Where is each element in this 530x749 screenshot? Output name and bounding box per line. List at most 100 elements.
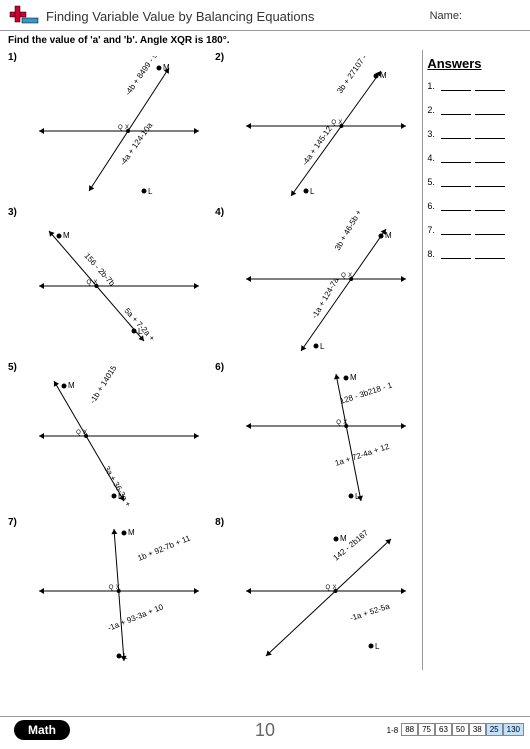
expression-b: 3b + 27107 - <box>335 56 368 95</box>
answer-number: 2. <box>427 105 437 115</box>
problem-number: 3) <box>8 207 17 218</box>
answer-row-1: 1. <box>427 81 526 91</box>
problem-number: 8) <box>215 517 224 528</box>
point-q-label: Q <box>341 273 346 279</box>
point-m-label: M <box>163 63 170 72</box>
expression-b: 142 - 2b167 <box>332 528 371 563</box>
problem-number: 1) <box>8 52 17 63</box>
angle-diagram: Q X M L -4b + 8499 - 9 -4a + 124-10a <box>24 56 209 204</box>
answer-blank-b <box>475 249 505 259</box>
score-cell: 38 <box>469 723 486 736</box>
angle-diagram: Q X M L 1b + 92-7b + 11 -1a + 93-3a + 10 <box>24 521 209 669</box>
answer-row-3: 3. <box>427 129 526 139</box>
point-l-label: L <box>148 187 153 196</box>
answer-blank-a <box>441 105 471 115</box>
problem-number: 5) <box>8 362 17 373</box>
angle-diagram: Q X M L 156 - 2b-7b 5a + 7-2a + <box>24 211 209 359</box>
math-badge: Math <box>14 720 70 740</box>
score-strip: 1-8 887563503825130 <box>384 725 524 736</box>
point-x-label: X <box>343 420 347 426</box>
point-q-label: Q <box>87 280 92 286</box>
answer-row-8: 8. <box>427 249 526 259</box>
problem-6: 6) Q X M L 128 - 3b218 - 1 1a + 72-4a + … <box>211 360 418 515</box>
point-q-label: Q <box>76 430 81 436</box>
problems-area: 1) Q X M L -4b + 8499 - 9 -4a + 124-10a … <box>0 50 423 670</box>
answer-row-2: 2. <box>427 105 526 115</box>
answer-blank-a <box>441 177 471 187</box>
answer-blank-b <box>475 153 505 163</box>
answer-blank-b <box>475 177 505 187</box>
point-x-label: X <box>348 273 352 279</box>
answer-number: 6. <box>427 201 437 211</box>
problem-5: 5) Q X M L -1b + 14015 3a + 36-3a + <box>4 360 211 515</box>
point-m-label: M <box>63 231 70 240</box>
answer-row-5: 5. <box>427 177 526 187</box>
problem-7: 7) Q X M L 1b + 92-7b + 11 -1a + 93-3a +… <box>4 515 211 670</box>
score-cell: 130 <box>503 723 524 736</box>
answer-blank-b <box>475 225 505 235</box>
plus-minus-icon <box>8 4 40 28</box>
expression-b: -1b + 14015 <box>88 366 119 405</box>
answers-list: 1. 2. 3. 4. 5. 6. 7. 8. <box>427 81 526 259</box>
answers-column: Answers 1. 2. 3. 4. 5. 6. 7. 8. <box>423 50 530 670</box>
angle-diagram: Q X M L 142 - 2b167 -1a + 52-5a <box>231 521 416 669</box>
angle-diagram: Q X M L 128 - 3b218 - 1 1a + 72-4a + 12 <box>231 366 416 514</box>
instruction-text: Find the value of 'a' and 'b'. Angle XQR… <box>0 31 530 50</box>
expression-a: -4a + 124-10a <box>118 121 154 168</box>
worksheet-header: Finding Variable Value by Balancing Equa… <box>0 0 530 31</box>
expression-a: -4a + 145-12 <box>300 124 334 167</box>
answer-blank-b <box>475 129 505 139</box>
point-l-label: L <box>375 642 380 651</box>
point-q-label: Q <box>118 125 123 131</box>
worksheet-footer: Math 10 1-8 887563503825130 <box>0 716 530 741</box>
problem-4: 4) Q X M L 3b + 46-5b + -1a + 124-7a <box>211 205 418 360</box>
expression-a: 5a + 7-2a + <box>123 306 157 343</box>
answer-number: 4. <box>427 153 437 163</box>
answers-title: Answers <box>427 56 526 71</box>
problem-2: 2) Q X M L 3b + 27107 - -4a + 145-12 <box>211 50 418 205</box>
expression-b: 3b + 46-5b + <box>333 211 364 252</box>
problem-number: 7) <box>8 517 17 528</box>
answer-row-6: 6. <box>427 201 526 211</box>
expression-a: -1a + 124-7a <box>310 276 341 320</box>
answer-number: 8. <box>427 249 437 259</box>
answer-number: 3. <box>427 129 437 139</box>
score-cell: 25 <box>486 723 503 736</box>
point-x-label: X <box>116 585 120 591</box>
point-l-label: L <box>310 187 315 196</box>
answer-blank-a <box>441 129 471 139</box>
page-number: 10 <box>255 720 275 741</box>
point-q-label: Q <box>336 420 341 426</box>
expression-a: 3a + 36-3a + <box>102 465 133 509</box>
point-q-label: Q <box>332 120 337 126</box>
page-body: 1) Q X M L -4b + 8499 - 9 -4a + 124-10a … <box>0 50 530 670</box>
point-q-label: Q <box>326 585 331 591</box>
point-x-label: X <box>83 430 87 436</box>
problems-grid: 1) Q X M L -4b + 8499 - 9 -4a + 124-10a … <box>4 50 418 670</box>
point-l-label: L <box>355 492 360 501</box>
point-x-label: X <box>333 585 337 591</box>
answer-row-7: 7. <box>427 225 526 235</box>
score-cell: 88 <box>401 723 418 736</box>
point-q-label: Q <box>109 585 114 591</box>
answer-number: 7. <box>427 225 437 235</box>
problem-number: 2) <box>215 52 224 63</box>
answer-number: 1. <box>427 81 437 91</box>
name-label: Name: <box>430 10 462 22</box>
point-m-label: M <box>380 71 387 80</box>
score-cell: 75 <box>418 723 435 736</box>
answer-number: 5. <box>427 177 437 187</box>
point-x-label: X <box>339 120 343 126</box>
answer-blank-b <box>475 201 505 211</box>
score-range-label: 1-8 <box>384 725 402 736</box>
problem-1: 1) Q X M L -4b + 8499 - 9 -4a + 124-10a <box>4 50 211 205</box>
point-l-label: L <box>123 652 128 661</box>
answer-blank-a <box>441 153 471 163</box>
problem-number: 6) <box>215 362 224 373</box>
problem-3: 3) Q X M L 156 - 2b-7b 5a + 7-2a + <box>4 205 211 360</box>
point-x-label: X <box>125 125 129 131</box>
score-cell: 50 <box>452 723 469 736</box>
worksheet-title: Finding Variable Value by Balancing Equa… <box>46 9 430 24</box>
angle-diagram: Q X M L 3b + 27107 - -4a + 145-12 <box>231 56 416 204</box>
problem-number: 4) <box>215 207 224 218</box>
